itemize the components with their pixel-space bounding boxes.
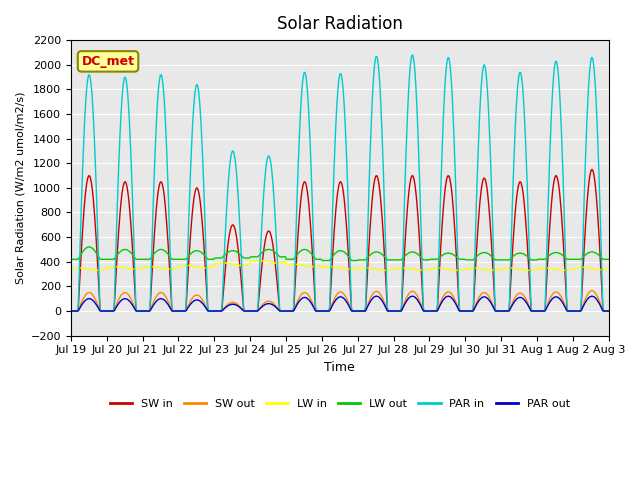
LW in: [132, 266, 140, 272]
Line: LW in: LW in: [71, 261, 609, 270]
SW in: [132, 306, 140, 312]
SW in: [421, 308, 429, 314]
Text: DC_met: DC_met: [81, 55, 134, 68]
LW out: [85, 244, 93, 250]
LW in: [255, 258, 263, 264]
SW out: [588, 288, 595, 294]
PAR in: [405, 81, 413, 86]
PAR out: [605, 308, 612, 314]
SW out: [132, 308, 140, 313]
LW out: [132, 256, 140, 262]
PAR in: [422, 308, 429, 314]
PAR out: [187, 301, 195, 307]
Line: SW in: SW in: [71, 169, 609, 311]
Y-axis label: Solar Radiation (W/m2 umol/m2/s): Solar Radiation (W/m2 umol/m2/s): [15, 92, 25, 284]
LW in: [422, 267, 430, 273]
PAR out: [77, 304, 84, 310]
SW out: [215, 308, 223, 314]
SW in: [67, 308, 75, 314]
SW out: [421, 308, 429, 314]
SW out: [77, 302, 84, 308]
Line: SW out: SW out: [71, 291, 609, 311]
SW in: [405, 188, 413, 194]
PAR out: [406, 294, 413, 300]
LW in: [605, 265, 612, 271]
LW out: [605, 256, 612, 262]
LW in: [77, 265, 84, 271]
SW in: [215, 308, 223, 314]
Line: PAR out: PAR out: [71, 296, 609, 311]
PAR out: [215, 308, 223, 314]
PAR in: [67, 308, 75, 314]
LW out: [67, 256, 75, 262]
SW out: [187, 298, 195, 304]
PAR in: [605, 308, 612, 314]
PAR in: [187, 168, 195, 174]
LW out: [422, 257, 430, 263]
LW in: [188, 263, 195, 269]
Line: PAR in: PAR in: [71, 55, 609, 311]
LW out: [318, 258, 326, 264]
PAR in: [77, 228, 84, 234]
SW out: [405, 290, 413, 296]
PAR out: [132, 308, 140, 313]
PAR out: [372, 293, 380, 299]
LW in: [67, 266, 75, 272]
SW out: [67, 308, 75, 314]
SW out: [605, 308, 612, 314]
LW out: [406, 249, 414, 255]
X-axis label: Time: Time: [324, 361, 355, 374]
LW in: [216, 260, 223, 266]
SW in: [187, 232, 195, 238]
LW out: [216, 255, 223, 261]
SW in: [77, 263, 84, 268]
Legend: SW in, SW out, LW in, LW out, PAR in, PAR out: SW in, SW out, LW in, LW out, PAR in, PA…: [105, 395, 574, 413]
PAR in: [408, 52, 416, 58]
PAR in: [215, 308, 223, 314]
LW in: [406, 266, 414, 272]
LW out: [188, 251, 195, 256]
LW in: [93, 267, 101, 273]
PAR out: [422, 308, 429, 314]
SW in: [588, 167, 595, 172]
PAR in: [132, 304, 140, 310]
PAR out: [67, 308, 75, 314]
LW out: [77, 252, 84, 258]
Title: Solar Radiation: Solar Radiation: [277, 15, 403, 33]
Line: LW out: LW out: [71, 247, 609, 261]
SW in: [605, 308, 612, 314]
